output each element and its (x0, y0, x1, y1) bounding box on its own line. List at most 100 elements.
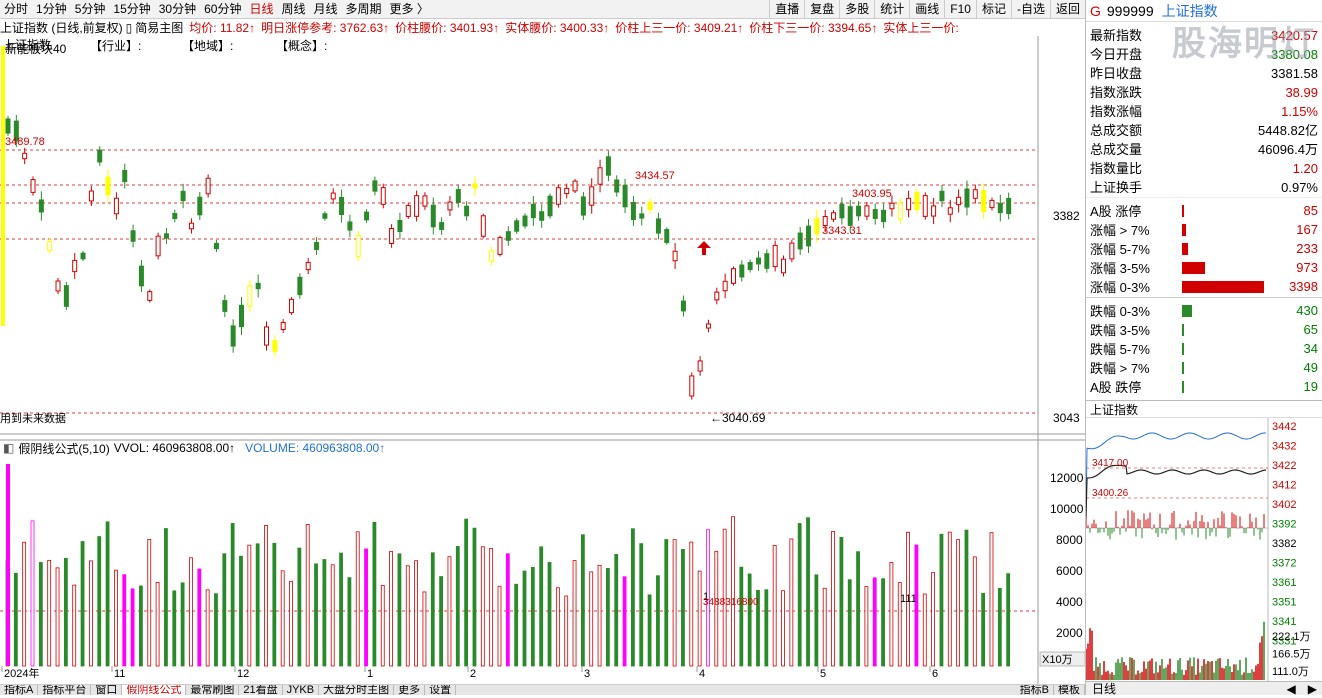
kline-chart[interactable]: 3382 3043 3489.78 3434.57 3403.95 3343.3… (0, 36, 1085, 684)
mini-intraday-chart[interactable]: 3442 3432 3422 3412 3402 3392 3382 3372 3361 3351… (1085, 418, 1322, 696)
tab-weekly[interactable]: 周线 (281, 1, 306, 16)
tab-market-intraday[interactable]: 大盘分时主图 (319, 685, 395, 695)
tab-monthly[interactable]: 月线 (313, 1, 338, 16)
candle-body (38, 199, 44, 213)
candle-body (555, 187, 561, 205)
tab-1min[interactable]: 1分钟 (36, 1, 67, 16)
period-daily[interactable]: 日线 (1092, 682, 1117, 696)
volume-bar (414, 560, 419, 667)
tab-jykb[interactable]: JYKB (283, 685, 320, 695)
f10-button[interactable]: F10 (944, 0, 976, 19)
info-upper-third: 价柱上三一价: 3409.21↑ (615, 21, 744, 35)
volume-bar (55, 567, 60, 667)
candle-body (814, 217, 820, 235)
breadth-label: 跌幅 3-5% (1090, 323, 1150, 338)
template-name[interactable]: 简易主图 (135, 21, 184, 35)
stat-value: 3381.58 (1271, 66, 1318, 81)
tab-15min[interactable]: 15分钟 (113, 1, 151, 16)
volume-bar (155, 582, 160, 667)
replay-button[interactable]: 复盘 (804, 0, 839, 19)
stat-label: 最新指数 (1090, 28, 1143, 43)
candle-body (489, 250, 495, 262)
tab-indicator-a[interactable]: 指标A (0, 685, 39, 695)
time-label: 3 (584, 668, 590, 680)
candle-body (981, 190, 987, 212)
stat-row: 总成交额 5448.82亿 (1086, 121, 1322, 140)
stat-row: 指数量比 1.20 (1086, 159, 1322, 178)
candle-body (1, 46, 5, 326)
tab-more[interactable]: 更多 (394, 685, 426, 695)
volume-bar (88, 560, 93, 667)
volume-bar (822, 587, 827, 667)
tab-60min[interactable]: 60分钟 (204, 1, 242, 16)
candle-body (105, 176, 111, 196)
volume-bar (706, 529, 710, 667)
candle-body (956, 196, 962, 206)
volume-bar (514, 583, 519, 667)
candle-body (439, 222, 445, 230)
mini-chart-title: 上证指数 (1086, 400, 1322, 418)
remove-watchlist-button[interactable]: -自选 (1010, 0, 1050, 19)
candle-body (856, 205, 862, 217)
tab-more[interactable]: 更多 〉 (389, 1, 429, 16)
tab-fake-yin[interactable]: 假阴线公式 (122, 685, 187, 695)
tab-indicator-platform[interactable]: 指标平台 (38, 685, 92, 695)
tab-21[interactable]: 21看盘 (239, 685, 283, 695)
breadth-count: 34 (1303, 341, 1318, 356)
candle-body (113, 197, 119, 215)
candle-body (597, 167, 603, 185)
volume-bar (731, 516, 735, 667)
toolbar-buttons: 直播 复盘 多股 统计 画线 F10 标记 -自选 返回 (769, 0, 1085, 19)
breadth-row: 涨幅 0-3% 3398 (1086, 277, 1322, 296)
candle-body (655, 218, 661, 234)
draw-line-button[interactable]: 画线 (909, 0, 944, 19)
prev-icon[interactable]: ◀ (1286, 682, 1296, 696)
mini-vol-label: 111.0万 (1272, 666, 1309, 678)
volume-bar (472, 527, 477, 667)
volume-bar (38, 562, 43, 667)
candle-body (397, 219, 403, 233)
tab-30min[interactable]: 30分钟 (158, 1, 197, 16)
period-toolbar: 分时 1分钟 5分钟 15分钟 30分钟 60分钟 日线 周线 月线 多周期 更… (0, 0, 1085, 19)
vol-axis-4000: 4000 (1056, 595, 1083, 609)
volume-bar (272, 542, 277, 667)
volume-bar (914, 544, 919, 667)
tab-common[interactable]: 最常刷图 (186, 685, 240, 695)
candle-body (322, 213, 328, 219)
mark-button[interactable]: 标记 (975, 0, 1011, 19)
stats-button[interactable]: 统计 (874, 0, 909, 19)
candle-body (539, 211, 545, 221)
candle-body (497, 237, 503, 255)
tab-daily[interactable]: 日线 (249, 1, 274, 16)
tab-fenshi[interactable]: 分时 (4, 1, 29, 16)
volume-bar (922, 593, 927, 667)
volume-bar (197, 568, 202, 667)
next-icon[interactable]: ▶ (1307, 682, 1317, 696)
collapse-icon[interactable]: ◧ (3, 441, 15, 455)
tab-indicator-b[interactable]: 指标B (1016, 685, 1054, 695)
candle-body (272, 340, 278, 352)
tab-settings[interactable]: 设置 (425, 685, 457, 695)
candle-body (430, 204, 436, 228)
candle-body (630, 201, 636, 221)
back-button[interactable]: 返回 (1049, 0, 1085, 19)
tab-window[interactable]: 窗口 (91, 685, 123, 695)
candle-body (522, 215, 528, 227)
candle-body (514, 220, 520, 232)
breadth-label: 跌幅 5-7% (1090, 342, 1150, 357)
multi-stock-button[interactable]: 多股 (839, 0, 874, 19)
breadth-row: 跌幅 > 7% 49 (1086, 358, 1322, 377)
volume-bar (856, 551, 860, 667)
tab-template[interactable]: 模板 (1054, 685, 1085, 695)
tab-multi-period[interactable]: 多周期 (345, 1, 382, 16)
live-button[interactable]: 直播 (769, 0, 804, 19)
candle-body (197, 196, 203, 216)
volume-bars-layer (5, 464, 1011, 667)
volume-header: ◧ 假阴线公式(5,10) VVOL: 460963808.00↑ VOLUME… (0, 440, 385, 456)
candle-body (680, 300, 686, 312)
vol-formula-name[interactable]: 假阴线公式(5,10) (18, 441, 110, 456)
volume-bar (247, 544, 252, 667)
tab-5min[interactable]: 5分钟 (74, 1, 106, 16)
candle-body (564, 187, 570, 195)
volume-bar (255, 543, 260, 667)
